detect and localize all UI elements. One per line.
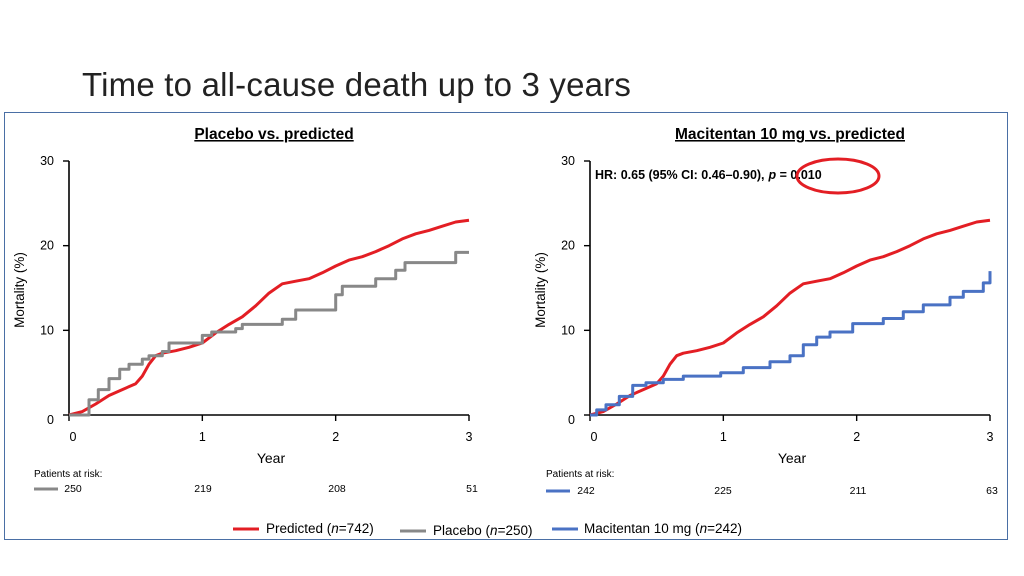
y-tick-label: 0 xyxy=(568,413,575,427)
y-tick-label: 30 xyxy=(40,154,54,168)
y-axis-label: Mortality (%) xyxy=(533,252,548,328)
series-line-placebo xyxy=(69,250,469,417)
legend-label: Predicted (n=742) xyxy=(266,521,374,536)
x-axis-label: Year xyxy=(257,450,286,466)
hr-annotation: HR: 0.65 (95% CI: 0.46–0.90), p = 0.010 xyxy=(595,168,822,182)
x-tick-label: 0 xyxy=(591,430,598,444)
at-risk-label: Patients at risk: xyxy=(546,469,614,480)
y-tick-label: 0 xyxy=(47,413,54,427)
at-risk-value: 225 xyxy=(714,485,732,497)
chart-title: Macitentan 10 mg vs. predicted xyxy=(675,126,905,143)
legend-item-predicted: Predicted (n=742) xyxy=(233,521,374,536)
at-risk-value: 211 xyxy=(850,485,867,497)
content-frame xyxy=(4,112,1008,540)
chart-panel-1: Placebo vs. predicted 0 10 20 30 0 1 2 3 Year Mort… xyxy=(12,126,478,495)
y-tick-label: 10 xyxy=(561,323,575,337)
slide-title: Time to all-cause death up to 3 years xyxy=(82,66,632,103)
legend-item-macitentan: Macitentan 10 mg (n=242) xyxy=(552,521,742,536)
x-tick-label: 3 xyxy=(466,430,473,444)
at-risk-value: 51 xyxy=(466,483,478,495)
series-line-macitentan xyxy=(590,271,992,417)
at-risk-value: 242 xyxy=(577,485,595,497)
chart-panel-2: Macitentan 10 mg vs. predicted 0 10 20 30 0 1 2… xyxy=(533,126,998,497)
x-tick-label: 2 xyxy=(332,430,339,444)
x-tick-label: 3 xyxy=(987,430,994,444)
y-tick-label: 30 xyxy=(561,154,575,168)
x-tick-label: 1 xyxy=(199,430,206,444)
legend-label: Macitentan 10 mg (n=242) xyxy=(584,521,742,536)
chart-title: Placebo vs. predicted xyxy=(194,126,353,143)
at-risk-value: 63 xyxy=(986,485,998,497)
at-risk-value: 250 xyxy=(64,483,82,495)
at-risk-label: Patients at risk: xyxy=(34,469,102,480)
series-line-predicted xyxy=(68,218,470,417)
series-line-predicted xyxy=(589,218,991,417)
legend-label: Placebo (n=250) xyxy=(433,523,532,538)
x-tick-label: 1 xyxy=(720,430,727,444)
legend-item-placebo: Placebo (n=250) xyxy=(400,523,532,538)
y-tick-label: 20 xyxy=(561,239,575,253)
y-axis-label: Mortality (%) xyxy=(12,252,27,328)
p-value-highlight-circle xyxy=(795,157,881,195)
at-risk-value: 208 xyxy=(328,483,346,495)
x-tick-label: 2 xyxy=(853,430,860,444)
y-tick-label: 10 xyxy=(40,323,54,337)
x-axis-label: Year xyxy=(778,450,807,466)
y-tick-label: 20 xyxy=(40,239,54,253)
x-tick-label: 0 xyxy=(70,430,77,444)
at-risk-value: 219 xyxy=(194,483,212,495)
